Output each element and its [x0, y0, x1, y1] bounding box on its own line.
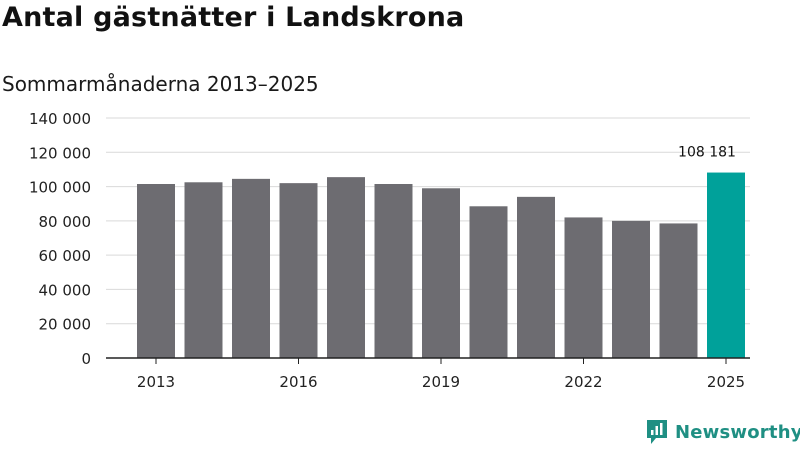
x-tick-label: 2025 [707, 373, 745, 391]
x-tick-label: 2016 [279, 373, 317, 391]
bar [232, 178, 270, 358]
y-tick-label: 120 000 [29, 144, 91, 162]
bar [184, 182, 223, 358]
y-tick-label: 100 000 [29, 179, 91, 197]
bar [422, 188, 460, 358]
y-tick-label: 20 000 [39, 316, 92, 334]
newsworthy-brand[interactable]: Newsworthy [645, 418, 800, 446]
y-tick-label: 60 000 [39, 247, 92, 265]
y-tick-label: 40 000 [39, 281, 92, 299]
bar [469, 206, 508, 358]
bar [612, 220, 650, 358]
brand-name: Newsworthy [675, 421, 800, 443]
bar [517, 196, 555, 358]
bar [659, 223, 698, 358]
bar [707, 172, 745, 358]
x-tick-label: 2019 [422, 373, 460, 391]
newsworthy-logo-icon [647, 420, 667, 444]
bar [327, 177, 365, 358]
bar [564, 217, 603, 358]
bar [137, 184, 175, 358]
bar-chart: 0 20 000 40 000 60 000 80 000 100 000 120 000 1… [29, 110, 750, 391]
chart-title: Antal gästnätter i Landskrona [2, 2, 465, 33]
x-tick-label: 2022 [564, 373, 602, 391]
chart-subtitle: Sommarmånaderna 2013–2025 [2, 72, 319, 96]
y-tick-label: 0 [81, 350, 91, 368]
bar [279, 183, 318, 358]
y-tick-label: 80 000 [39, 213, 92, 231]
bar [374, 184, 413, 358]
y-tick-label: 140 000 [29, 110, 91, 128]
data-label: 108 181 [678, 145, 736, 161]
x-tick-label: 2013 [137, 373, 175, 391]
